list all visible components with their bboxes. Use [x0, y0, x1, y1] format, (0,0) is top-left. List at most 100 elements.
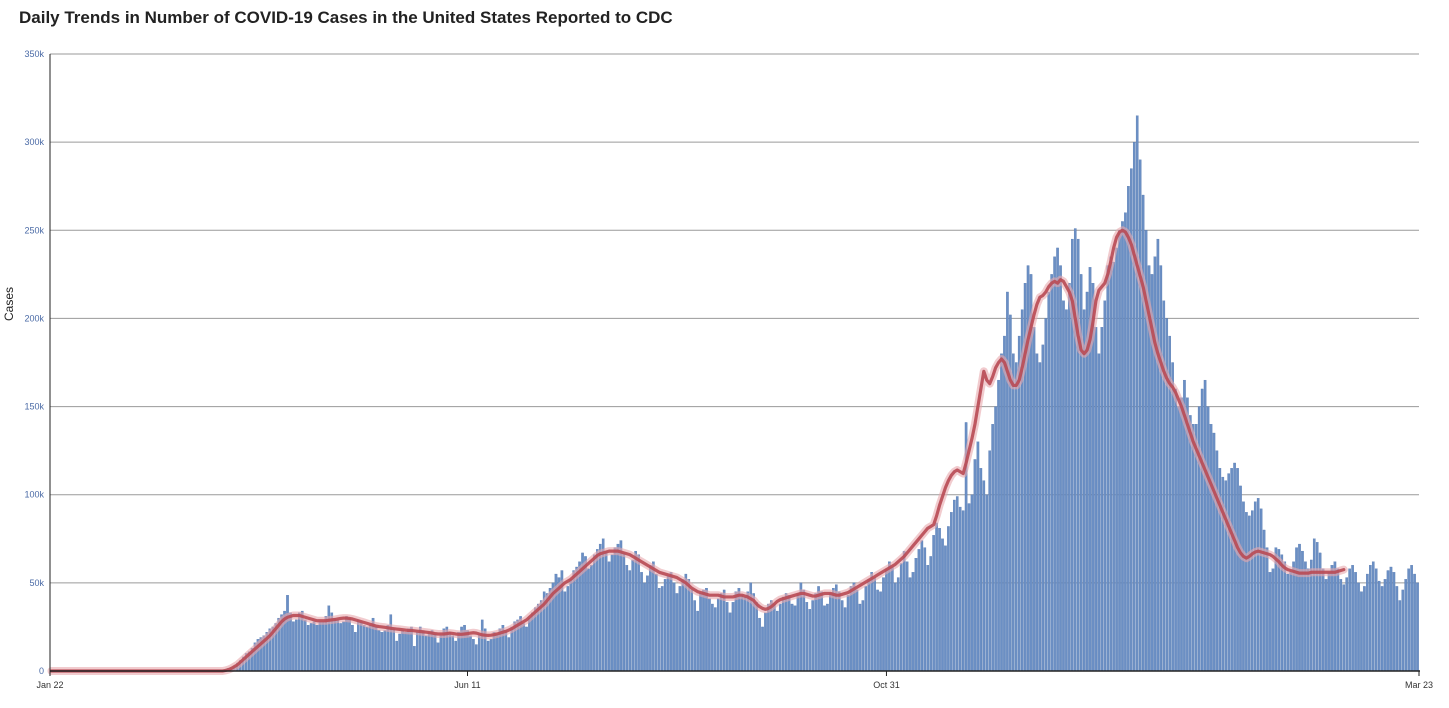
- bar: [1153, 256, 1157, 672]
- bar: [1283, 561, 1287, 672]
- bar: [404, 632, 407, 672]
- bar: [448, 632, 452, 672]
- bar: [1115, 247, 1118, 672]
- bar: [970, 494, 974, 672]
- bar: [472, 639, 475, 672]
- y-axis-label: Cases: [2, 287, 16, 321]
- bar: [1138, 159, 1142, 672]
- bar: [911, 572, 915, 672]
- bar: [905, 561, 909, 672]
- bar: [657, 587, 661, 672]
- bar: [1268, 572, 1272, 672]
- bar: [1369, 565, 1372, 672]
- bar: [1253, 501, 1257, 672]
- bar: [401, 630, 404, 672]
- bar: [584, 556, 587, 672]
- bar: [1292, 561, 1295, 672]
- bar: [575, 566, 578, 672]
- bar: [1212, 432, 1216, 672]
- bar: [1295, 547, 1298, 672]
- bar: [306, 625, 310, 672]
- bar: [433, 633, 437, 672]
- bar: [1357, 582, 1360, 672]
- bar: [932, 535, 935, 672]
- bar: [876, 589, 879, 672]
- bar: [1360, 591, 1363, 672]
- bar: [616, 543, 620, 672]
- bar: [1012, 353, 1015, 672]
- bar: [531, 612, 534, 672]
- bar: [1374, 568, 1378, 672]
- bar: [1100, 327, 1104, 672]
- bar: [1174, 388, 1177, 672]
- bar: [336, 619, 339, 672]
- x-axis-ticks: Jan 22 Jun 11 Oct 31 Mar 23: [36, 671, 1433, 690]
- bar: [593, 554, 596, 672]
- bar: [1336, 568, 1340, 672]
- bar: [687, 579, 691, 672]
- bar: [929, 556, 933, 672]
- bar: [991, 424, 994, 672]
- bar: [737, 587, 741, 672]
- bar: [342, 621, 345, 672]
- y-tick-label: 300k: [24, 137, 44, 147]
- bar: [1094, 327, 1098, 672]
- bar: [855, 589, 859, 672]
- bar: [454, 640, 457, 672]
- bar: [1413, 573, 1416, 672]
- bar: [864, 586, 868, 672]
- bar-series: [224, 115, 1419, 672]
- bar: [714, 607, 717, 672]
- bar: [1068, 283, 1071, 672]
- bar: [1038, 362, 1042, 672]
- bar: [504, 630, 508, 672]
- bar: [920, 540, 924, 672]
- bar: [711, 603, 714, 672]
- bar: [298, 612, 301, 672]
- bar: [1404, 579, 1408, 672]
- bar: [790, 603, 794, 672]
- bar: [1245, 512, 1248, 672]
- bar: [398, 633, 401, 672]
- bar: [829, 593, 832, 672]
- y-tick-label: 250k: [24, 225, 44, 235]
- y-tick-label: 200k: [24, 313, 44, 323]
- bar: [758, 617, 761, 672]
- bar: [767, 603, 770, 672]
- bar: [873, 577, 876, 672]
- bar: [861, 600, 865, 672]
- bar: [802, 589, 806, 672]
- bar: [1106, 265, 1110, 672]
- bar: [1124, 212, 1127, 672]
- bar: [793, 605, 797, 672]
- bar: [333, 617, 337, 672]
- moving-average-line: [47, 226, 1348, 675]
- bar: [383, 630, 387, 672]
- bar: [1206, 406, 1210, 672]
- bar: [761, 626, 764, 672]
- bar: [1109, 256, 1112, 672]
- x-tick-label: Mar 23: [1405, 680, 1433, 690]
- bar: [563, 591, 567, 672]
- bar: [436, 642, 440, 672]
- bar: [649, 565, 652, 672]
- bar: [719, 593, 723, 672]
- bar: [339, 623, 342, 672]
- bar: [722, 589, 726, 672]
- bar: [778, 603, 782, 672]
- bar: [985, 494, 989, 672]
- bar: [699, 593, 702, 672]
- bar: [1248, 515, 1251, 672]
- bar: [958, 506, 962, 672]
- bar: [902, 550, 906, 672]
- bar: [805, 602, 809, 672]
- bar: [1082, 309, 1086, 672]
- bar: [1259, 508, 1263, 672]
- bar: [601, 538, 605, 672]
- bar: [1062, 300, 1065, 672]
- bar: [950, 512, 953, 672]
- bar: [1298, 543, 1301, 672]
- bar: [610, 554, 614, 672]
- bar: [1383, 579, 1387, 672]
- bar: [622, 552, 626, 672]
